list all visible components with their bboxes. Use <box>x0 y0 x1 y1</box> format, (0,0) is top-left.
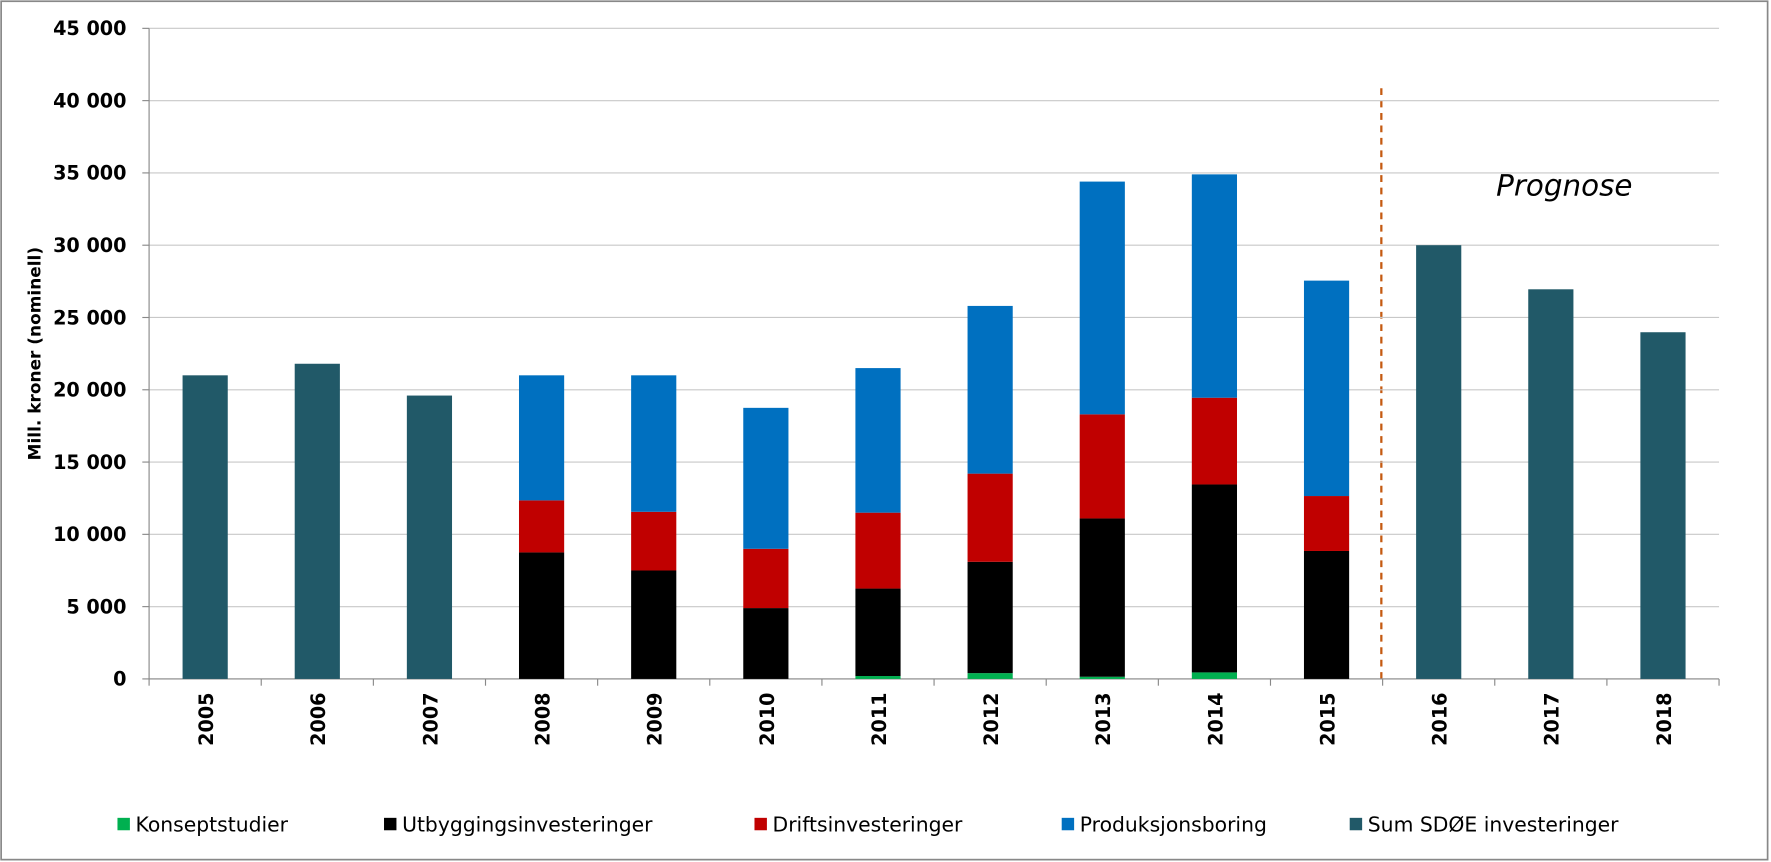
legend-swatch <box>754 817 767 831</box>
legend-label: Driftsinvesteringer <box>773 812 963 836</box>
bar-segment <box>1079 414 1125 519</box>
bar-segment <box>743 548 789 609</box>
bar-segment <box>631 570 677 679</box>
x-tick-label: 2013 <box>1092 692 1115 745</box>
x-tick-label: 2006 <box>307 692 330 745</box>
bar-segment <box>406 395 453 679</box>
bar-segment <box>1303 496 1350 551</box>
x-tick-label: 2018 <box>1653 692 1676 745</box>
x-tick-label: 2014 <box>1204 692 1227 745</box>
bar-segment <box>967 473 1013 562</box>
x-tick-label: 2007 <box>419 692 442 745</box>
x-tick-label: 2005 <box>195 692 218 745</box>
x-tick-label: 2015 <box>1316 692 1339 745</box>
x-tick-label: 2012 <box>980 692 1003 745</box>
bar-segment <box>855 588 901 677</box>
bar-segment <box>855 676 901 679</box>
x-tick-label: 2016 <box>1429 692 1452 745</box>
bar-segment <box>1640 332 1686 679</box>
bar-segment <box>1079 518 1125 677</box>
bar-segment <box>1191 672 1238 679</box>
legend-label: Sum SDØE investeringer <box>1368 812 1619 836</box>
legend-label: Konseptstudier <box>136 812 289 836</box>
bar-segment <box>518 375 565 501</box>
x-tick-label: 2017 <box>1541 692 1564 745</box>
bar-segment <box>1303 550 1350 679</box>
y-tick-label: 20 000 <box>53 379 126 402</box>
bar-segment <box>518 552 565 679</box>
legend-swatch <box>384 817 397 831</box>
legend-label: Produksjonsboring <box>1080 812 1267 836</box>
bar-segment <box>1191 397 1238 485</box>
bar-segment <box>967 561 1013 674</box>
bar-segment <box>1416 245 1462 679</box>
y-tick-label: 30 000 <box>53 234 126 257</box>
bar-segment <box>855 512 901 589</box>
legend-swatch <box>1061 817 1075 831</box>
bar-segment <box>855 368 901 513</box>
bar-segment <box>743 407 789 549</box>
bar-segment <box>1303 280 1350 497</box>
y-tick-label: 45 000 <box>53 17 126 40</box>
bar-segment <box>1528 289 1574 679</box>
bar-segment <box>967 305 1013 474</box>
bar-segment <box>1079 676 1125 679</box>
y-tick-label: 25 000 <box>53 306 126 329</box>
bar-segment <box>1079 181 1125 415</box>
bar-segment <box>182 375 228 679</box>
bar-segment <box>518 500 565 553</box>
bar-segment <box>743 608 789 679</box>
x-tick-label: 2010 <box>756 692 779 745</box>
x-tick-label: 2011 <box>868 692 891 745</box>
y-tick-label: 35 000 <box>53 162 126 185</box>
legend-swatch <box>1349 817 1363 831</box>
legend-swatch <box>117 817 130 831</box>
y-tick-label: 40 000 <box>53 89 126 112</box>
y-tick-label: 0 <box>113 668 126 691</box>
bar-segment <box>631 511 677 571</box>
y-tick-label: 5 000 <box>66 595 126 618</box>
legend-label: Utbyggingsinvesteringer <box>402 812 653 836</box>
y-axis-label: Mill. kroner (nominell) <box>25 247 45 460</box>
y-tick-label: 15 000 <box>53 451 126 474</box>
bar-segment <box>1191 484 1238 673</box>
bar-segment <box>631 375 677 512</box>
bar-segment <box>967 673 1013 679</box>
x-tick-label: 2009 <box>644 692 667 745</box>
x-tick-label: 2008 <box>531 692 554 745</box>
bar-segment <box>1191 174 1238 398</box>
annotation: Prognose <box>1496 169 1632 203</box>
y-tick-label: 10 000 <box>53 523 126 546</box>
bar-segment <box>294 363 340 679</box>
